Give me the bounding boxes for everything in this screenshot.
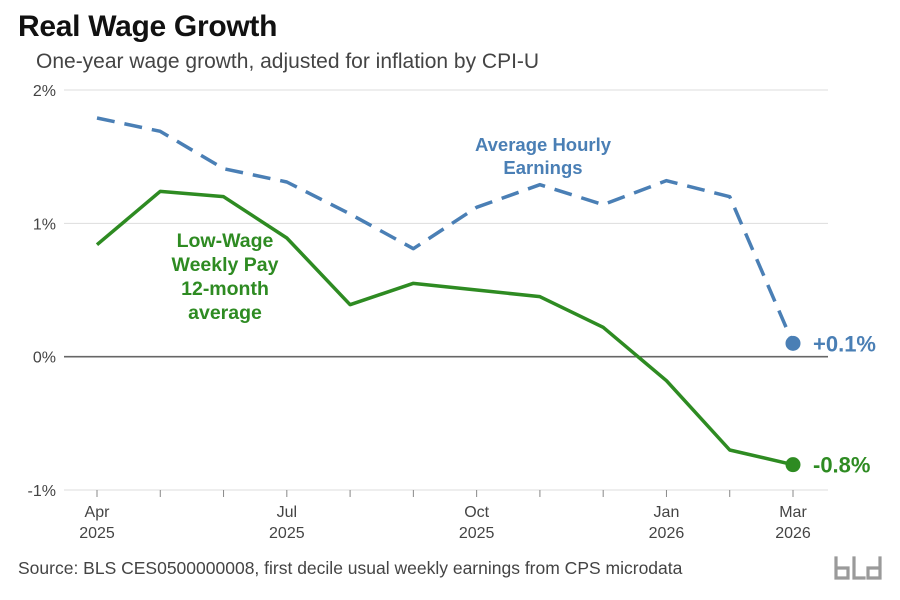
- x-tick-label: Jan: [654, 504, 680, 521]
- chart-title: Real Wage Growth: [18, 10, 278, 43]
- series-end-label: +0.1%: [813, 331, 876, 356]
- x-tick-label: Oct: [464, 504, 489, 521]
- series-name-label: Low-Wage: [177, 230, 274, 252]
- x-tick-label-year: 2026: [775, 525, 811, 542]
- low-wage-weekly-pay-line: [95, 189, 794, 467]
- grid-layer: [64, 89, 828, 491]
- chart-subtitle: One-year wage growth, adjusted for infla…: [36, 50, 540, 73]
- y-tick-label: 0%: [33, 350, 56, 367]
- x-axis-ticks: Apr 2025 Jul 2025 Oct 2025 Jan 2026 Mar 2026: [79, 490, 811, 542]
- x-tick-label: Jul: [277, 504, 297, 521]
- source-note: Source: BLS CES0500000008, first decile …: [18, 558, 683, 578]
- y-tick-label: 1%: [33, 216, 56, 233]
- series-end-marker: [785, 457, 801, 473]
- y-tick-label: -1%: [28, 483, 56, 500]
- series-name-label: Average Hourly: [475, 134, 612, 155]
- x-tick-label: Mar: [779, 504, 807, 521]
- series-name-label: Weekly Pay: [172, 254, 279, 276]
- y-tick-label: 2%: [33, 83, 56, 100]
- x-tick-label-year: 2025: [79, 525, 115, 542]
- logo-icon: [834, 556, 882, 580]
- series-end-marker: [785, 335, 801, 351]
- y-axis-ticks: -1% 0% 1% 2%: [28, 83, 56, 500]
- series-end-label: -0.8%: [813, 453, 870, 478]
- x-tick-label: Apr: [85, 504, 111, 521]
- x-tick-label-year: 2025: [459, 525, 495, 542]
- series-name-label: average: [188, 302, 262, 324]
- average-hourly-earnings-line: [96, 116, 795, 345]
- x-tick-label-year: 2025: [269, 525, 305, 542]
- series-name-label: 12-month: [181, 278, 269, 300]
- series-name-label: Earnings: [503, 157, 582, 178]
- x-tick-label-year: 2026: [649, 525, 685, 542]
- series-layer: [95, 116, 801, 473]
